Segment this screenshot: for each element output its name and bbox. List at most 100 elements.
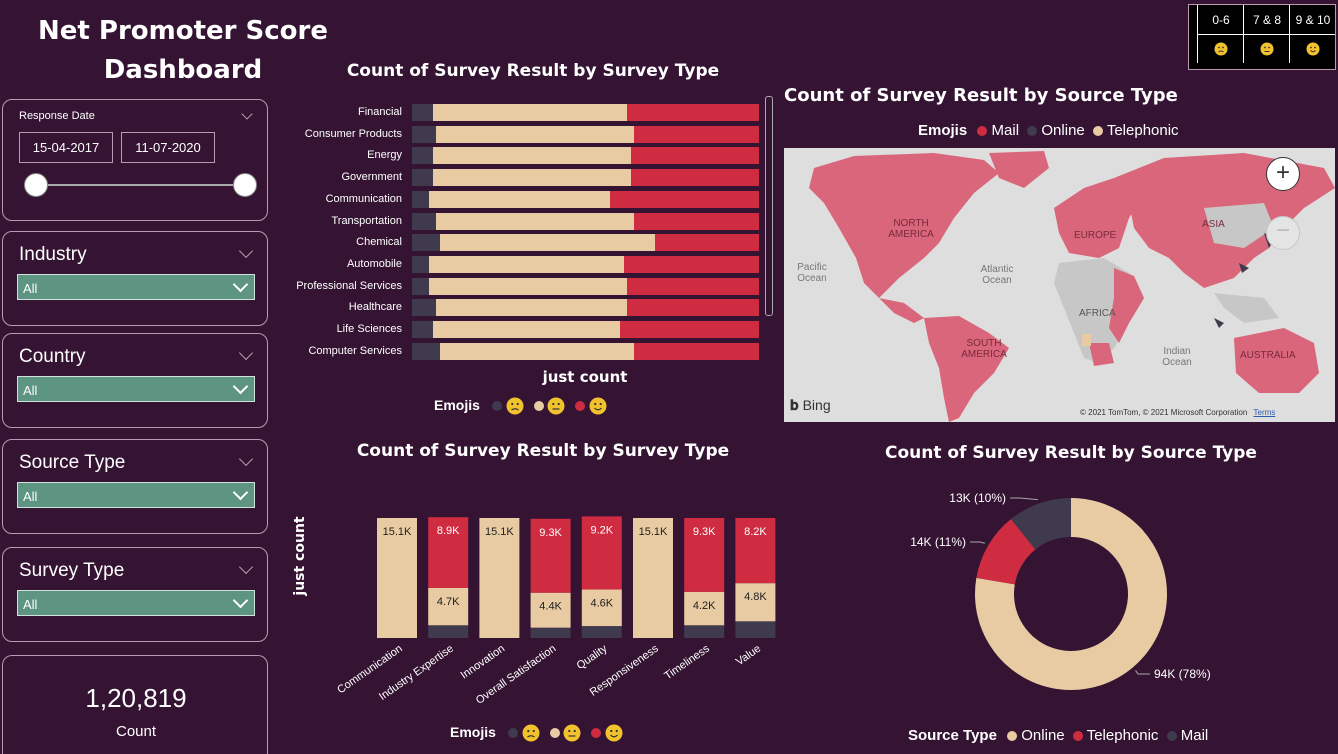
donut-legend-title: Source Type xyxy=(908,727,997,744)
hbar-segment[interactable] xyxy=(630,147,759,165)
hbar-segment[interactable] xyxy=(623,255,759,273)
industry-value: All xyxy=(23,281,38,296)
map-region-central-america xyxy=(879,298,924,323)
vbar-segment[interactable] xyxy=(581,516,622,590)
vbar-segment[interactable] xyxy=(530,592,571,628)
hbar-segment[interactable] xyxy=(627,277,759,295)
hbar-segment[interactable] xyxy=(634,125,759,143)
hbar-segment[interactable] xyxy=(432,321,621,338)
hbar-segment[interactable] xyxy=(412,277,430,295)
industry-slicer: Industry All xyxy=(2,231,268,326)
end-date-input[interactable]: 11-07-2020 xyxy=(121,132,215,163)
vbar-segment[interactable] xyxy=(428,517,469,588)
hbar-segment[interactable] xyxy=(627,104,759,121)
start-date-input[interactable]: 15-04-2017 xyxy=(19,132,113,163)
vbar-segment[interactable] xyxy=(735,518,776,584)
hbar-segment[interactable] xyxy=(436,125,635,143)
hbar-segment[interactable] xyxy=(439,342,635,360)
hbar-segment[interactable] xyxy=(436,212,635,230)
donut-slice[interactable] xyxy=(1011,498,1071,550)
hbar-segment[interactable] xyxy=(412,147,433,165)
donut-slice[interactable] xyxy=(976,519,1036,585)
hbar-category-label: Communication xyxy=(325,192,402,205)
hbar-segment[interactable] xyxy=(432,169,631,187)
hbar-segment[interactable] xyxy=(609,190,759,208)
chevron-down-icon[interactable] xyxy=(238,559,254,575)
hbar-segment[interactable] xyxy=(432,104,628,121)
hbar-segment[interactable] xyxy=(620,321,759,338)
vbar-segment[interactable] xyxy=(735,621,776,638)
chevron-down-icon xyxy=(232,484,249,501)
industry-dropdown[interactable]: All xyxy=(17,274,255,300)
vbar-segment[interactable] xyxy=(581,589,622,627)
vbar-data-label: 8.9K xyxy=(437,525,460,537)
vbar-data-label: 4.2K xyxy=(693,600,716,612)
hbar-segment[interactable] xyxy=(439,234,655,252)
survey-type-dropdown[interactable]: All xyxy=(17,590,255,616)
hbar-segment[interactable] xyxy=(412,104,433,121)
country-dropdown[interactable]: All xyxy=(17,376,255,402)
vbar-data-label: 9.3K xyxy=(539,527,562,539)
hbar-category-label: Professional Services xyxy=(296,279,402,292)
date-slider-start-handle[interactable] xyxy=(24,173,48,197)
kpi-card: 1,20,819 Count xyxy=(2,655,268,754)
hbar-segment[interactable] xyxy=(412,125,437,143)
vbar-segment[interactable] xyxy=(684,518,725,592)
vbar-segment[interactable] xyxy=(530,518,571,593)
hbar-segment[interactable] xyxy=(654,234,759,252)
hbar-segment[interactable] xyxy=(412,299,437,317)
vbar-segment[interactable] xyxy=(377,518,417,638)
hbar-scrollbar[interactable] xyxy=(765,96,773,316)
map-legend-mail: Mail xyxy=(991,122,1020,139)
chevron-down-icon[interactable] xyxy=(238,243,254,259)
hbar-segment[interactable] xyxy=(432,147,631,165)
hbar-segment[interactable] xyxy=(412,169,433,187)
vbar-segment[interactable] xyxy=(735,583,776,622)
kpi-value: 1,20,819 xyxy=(85,683,187,713)
hbar-segment[interactable] xyxy=(412,190,430,208)
hbar-segment[interactable] xyxy=(634,212,759,230)
chevron-down-icon[interactable] xyxy=(241,108,253,120)
vbar-chart-title: Count of Survey Result by Survey Type xyxy=(356,441,730,461)
map-terms-link[interactable]: Terms xyxy=(1253,408,1276,417)
date-slider-end-handle[interactable] xyxy=(233,173,257,197)
vbar-segment[interactable] xyxy=(684,625,725,638)
hbar-segment[interactable] xyxy=(412,255,430,273)
hbar-segment[interactable] xyxy=(412,234,440,252)
chevron-down-icon[interactable] xyxy=(238,451,254,467)
industry-title: Industry xyxy=(19,244,87,265)
map-legend: Emojis Mail Online Telephonic xyxy=(918,122,1179,139)
zoom-in-button[interactable]: + xyxy=(1266,157,1300,191)
vbar-segment[interactable] xyxy=(479,518,520,638)
survey-type-slicer: Survey Type All xyxy=(2,547,268,642)
hbar-segment[interactable] xyxy=(412,321,433,338)
world-map[interactable]: NORTH AMERICA SOUTH AMERICA EUROPE AFRIC… xyxy=(784,148,1335,422)
vbar-segment[interactable] xyxy=(684,591,725,626)
hbar-segment[interactable] xyxy=(436,299,628,317)
donut-legend-dot-telephonic xyxy=(1072,731,1083,742)
donut-legend: Source Type Online Telephonic Mail xyxy=(908,727,1208,744)
hbar-segment[interactable] xyxy=(429,277,628,295)
vbar-segment[interactable] xyxy=(428,587,469,626)
source-type-dropdown[interactable]: All xyxy=(17,482,255,508)
hbar-segment[interactable] xyxy=(412,342,440,360)
chevron-down-icon[interactable] xyxy=(238,345,254,361)
date-slider-track[interactable] xyxy=(35,184,245,186)
donut-slice[interactable] xyxy=(975,498,1167,690)
vbar-segment[interactable] xyxy=(428,625,469,638)
hbar-segment[interactable] xyxy=(412,212,437,230)
hbar-segment[interactable] xyxy=(429,190,610,208)
bing-label: Bing xyxy=(802,397,831,413)
hbar-segment[interactable] xyxy=(627,299,759,317)
zoom-out-button[interactable]: − xyxy=(1266,216,1300,250)
vbar-segment[interactable] xyxy=(530,627,571,638)
hbar-segment[interactable] xyxy=(630,169,759,187)
hbar-segment[interactable] xyxy=(634,342,759,360)
map-region-south-america xyxy=(924,316,1009,422)
smile-face-icon xyxy=(1306,42,1320,56)
country-title: Country xyxy=(19,346,86,367)
hbar-segment[interactable] xyxy=(429,255,624,273)
hbar-category-label: Financial xyxy=(357,106,402,118)
vbar-segment[interactable] xyxy=(633,518,673,638)
vbar-segment[interactable] xyxy=(581,626,622,638)
